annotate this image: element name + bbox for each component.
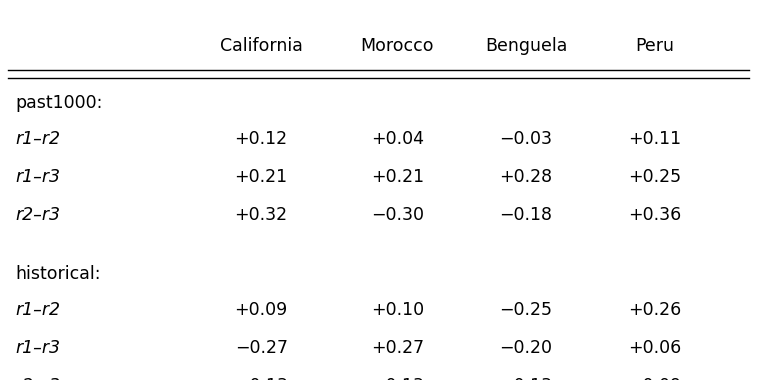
Text: −0.27: −0.27 <box>235 339 288 357</box>
Text: +0.26: +0.26 <box>628 301 681 319</box>
Text: +0.25: +0.25 <box>628 168 681 186</box>
Text: r1–r3: r1–r3 <box>15 339 60 357</box>
Text: −0.13: −0.13 <box>371 377 424 380</box>
Text: r2–r3: r2–r3 <box>15 206 60 224</box>
Text: +0.10: +0.10 <box>371 301 424 319</box>
Text: Morocco: Morocco <box>360 36 435 55</box>
Text: −0.25: −0.25 <box>500 301 553 319</box>
Text: +0.13: +0.13 <box>500 377 553 380</box>
Text: −0.13: −0.13 <box>235 377 288 380</box>
Text: +0.36: +0.36 <box>628 206 681 224</box>
Text: Benguela: Benguela <box>485 36 567 55</box>
Text: +0.09: +0.09 <box>235 301 288 319</box>
Text: +0.06: +0.06 <box>628 339 681 357</box>
Text: +0.12: +0.12 <box>235 130 288 148</box>
Text: past1000:: past1000: <box>15 93 102 112</box>
Text: −0.03: −0.03 <box>500 130 553 148</box>
Text: r2–r3: r2–r3 <box>15 377 60 380</box>
Text: +0.21: +0.21 <box>235 168 288 186</box>
Text: r1–r2: r1–r2 <box>15 130 60 148</box>
Text: −0.30: −0.30 <box>371 206 424 224</box>
Text: California: California <box>220 36 303 55</box>
Text: −0.09: −0.09 <box>628 377 681 380</box>
Text: +0.21: +0.21 <box>371 168 424 186</box>
Text: +0.32: +0.32 <box>235 206 288 224</box>
Text: +0.28: +0.28 <box>500 168 553 186</box>
Text: r1–r2: r1–r2 <box>15 301 60 319</box>
Text: −0.20: −0.20 <box>500 339 553 357</box>
Text: Peru: Peru <box>635 36 674 55</box>
Text: historical:: historical: <box>15 264 101 283</box>
Text: r1–r3: r1–r3 <box>15 168 60 186</box>
Text: −0.18: −0.18 <box>500 206 553 224</box>
Text: +0.04: +0.04 <box>371 130 424 148</box>
Text: +0.11: +0.11 <box>628 130 681 148</box>
Text: +0.27: +0.27 <box>371 339 424 357</box>
